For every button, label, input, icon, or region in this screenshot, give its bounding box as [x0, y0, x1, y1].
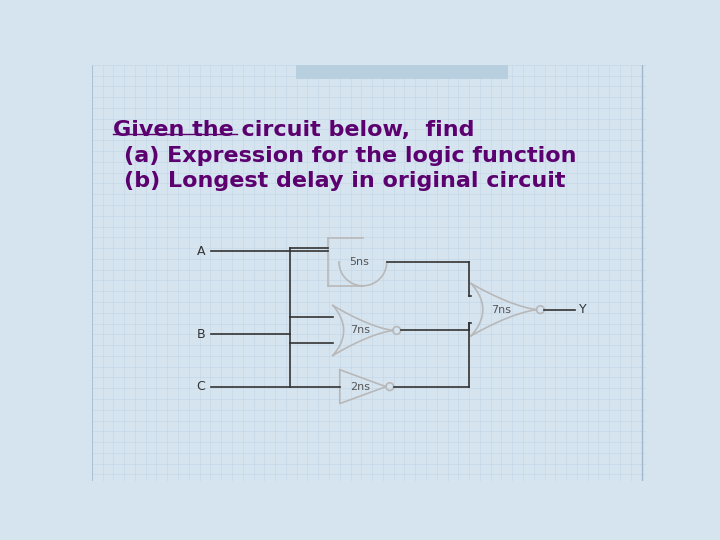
- Text: 5ns: 5ns: [349, 257, 369, 267]
- Text: (a) Expression for the logic function: (a) Expression for the logic function: [124, 146, 577, 166]
- Text: 7ns: 7ns: [351, 326, 371, 335]
- Text: B: B: [197, 328, 205, 341]
- Bar: [296, 65, 508, 79]
- Text: 7ns: 7ns: [492, 305, 511, 315]
- Text: Given the circuit below,  find: Given the circuit below, find: [113, 120, 475, 140]
- Text: (b) Longest delay in original circuit: (b) Longest delay in original circuit: [124, 171, 566, 191]
- Text: A: A: [197, 245, 205, 258]
- Text: 2ns: 2ns: [351, 382, 371, 392]
- Text: Y: Y: [579, 303, 587, 316]
- Text: C: C: [197, 380, 205, 393]
